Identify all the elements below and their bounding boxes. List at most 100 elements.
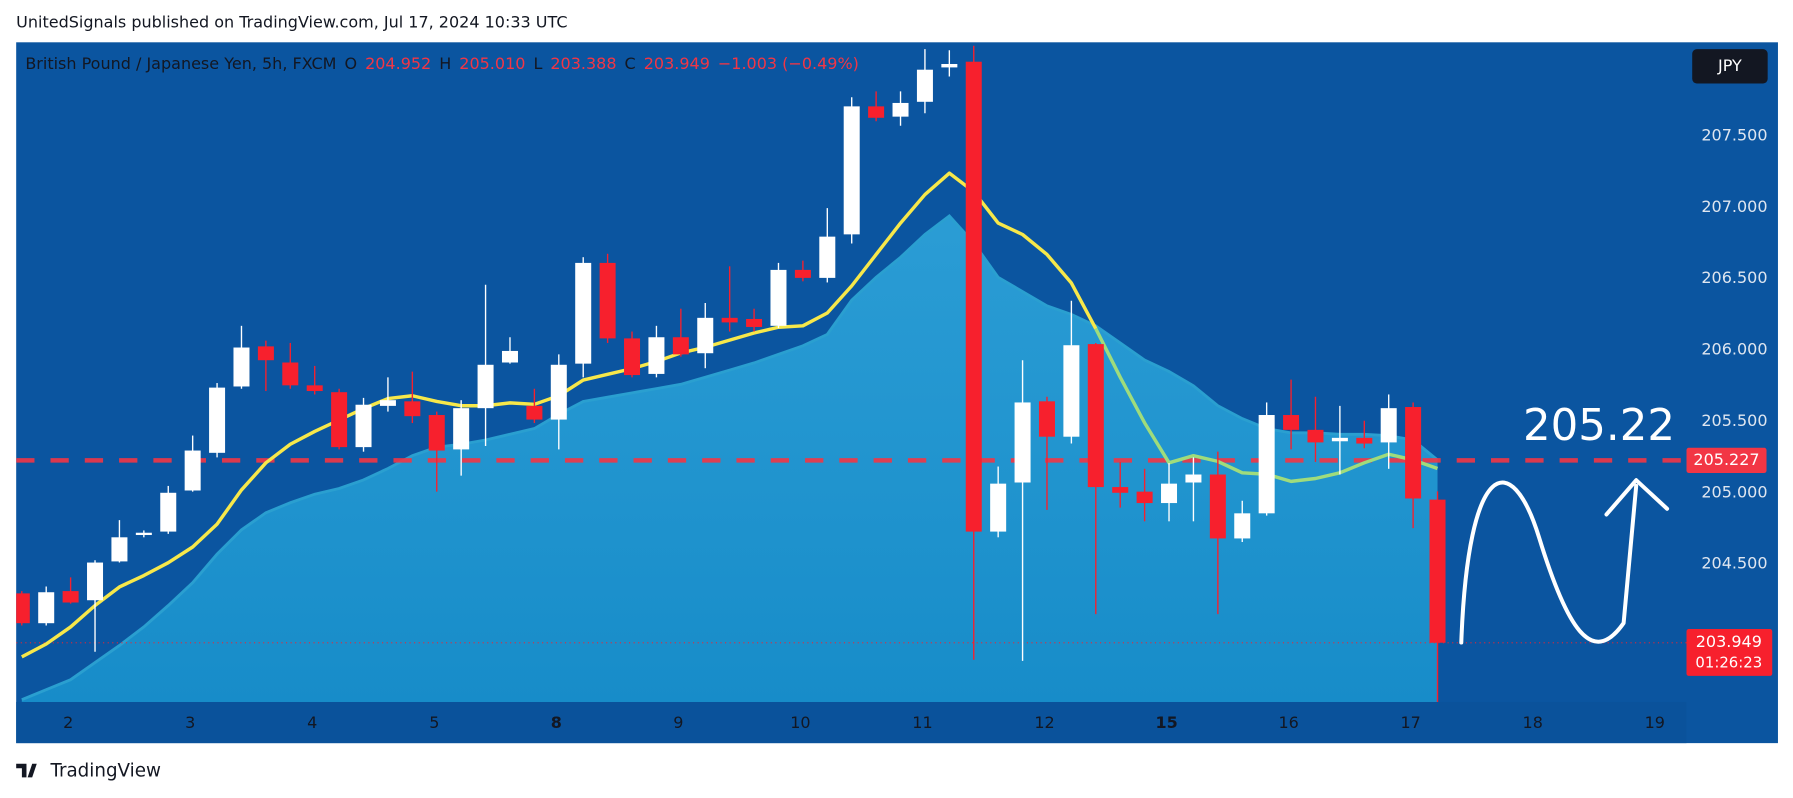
candle-body	[501, 350, 518, 363]
candle-body	[257, 346, 274, 361]
brand-name: TradingView	[49, 761, 161, 782]
candle-body	[648, 337, 665, 374]
candle-body	[404, 401, 421, 417]
last-price-tag	[1686, 629, 1773, 676]
candle-body	[1283, 415, 1300, 430]
candle-body	[697, 317, 714, 354]
candle-body	[1136, 491, 1153, 504]
candle-body	[1112, 487, 1129, 493]
x-tick-label: 10	[790, 713, 810, 732]
currency-label[interactable]: JPY	[1717, 56, 1742, 75]
candle-body	[282, 362, 299, 386]
candle-body	[1038, 401, 1055, 437]
candle-body	[1307, 429, 1324, 443]
ohlc-key: C	[625, 54, 636, 73]
brand-logo	[16, 763, 37, 778]
candle-body	[1380, 408, 1397, 443]
candle-body	[184, 450, 201, 491]
candle-body	[331, 392, 348, 448]
level-tag-label: 205.227	[1693, 450, 1759, 469]
candle-body	[16, 593, 30, 624]
brand: TradingView	[16, 761, 161, 782]
x-tick-label: 4	[307, 713, 317, 732]
ohlc-key: L	[533, 54, 542, 73]
candle-body	[1258, 415, 1275, 514]
candle-body	[379, 400, 396, 406]
x-tick-label: 12	[1034, 713, 1054, 732]
candle-body	[1429, 499, 1446, 643]
symbol-name: British Pound / Japanese Yen, 5h, FXCM	[25, 54, 336, 73]
last-price-label: 203.949	[1696, 632, 1762, 651]
candle-body	[599, 262, 616, 339]
symbol-legend: British Pound / Japanese Yen, 5h, FXCM O…	[25, 54, 867, 73]
candle-body	[990, 483, 1007, 532]
candle-body	[624, 338, 641, 376]
x-tick-label: 5	[429, 713, 439, 732]
hand-drawn-arrow	[1459, 478, 1670, 645]
x-tick-label: 19	[1645, 713, 1665, 732]
candle-body	[672, 337, 689, 355]
y-tick-label: 205.500	[1701, 411, 1767, 430]
candle-body	[1161, 483, 1178, 504]
candle-body	[965, 61, 982, 532]
currency-button[interactable]	[1692, 49, 1768, 84]
candle-body	[868, 106, 885, 118]
ohlc-key: H	[439, 54, 451, 73]
candle-body	[526, 405, 543, 420]
ohlc-value: 203.949	[644, 54, 710, 73]
candle-body	[843, 106, 860, 235]
candle-body	[1356, 437, 1373, 444]
y-tick-label: 204.500	[1701, 554, 1767, 573]
ohlc-value: 203.388	[550, 54, 616, 73]
change-value: −1.003 (−0.49%)	[718, 54, 859, 73]
candle-body	[62, 591, 79, 603]
level-annotation: 205.22	[1523, 401, 1675, 451]
y-tick-label: 206.500	[1701, 268, 1767, 287]
candle-body	[794, 269, 811, 278]
ohlc-key: O	[344, 54, 357, 73]
x-tick-label: 2	[63, 713, 73, 732]
candle-body	[819, 236, 836, 278]
candle-body	[575, 262, 592, 364]
candle-body	[111, 537, 128, 562]
slow-ma-line	[21, 214, 1439, 702]
x-tick-label: 9	[673, 713, 683, 732]
candle-body	[770, 269, 787, 326]
candle-body	[233, 347, 250, 387]
overlay: 204.500 205.000 205.500 206.000 206.500 207.0…	[25, 54, 1773, 732]
candle-body	[746, 318, 763, 327]
candle-body	[1234, 513, 1251, 539]
candle-body	[453, 408, 470, 450]
candle-body	[1209, 474, 1226, 539]
x-tick-label: 18	[1523, 713, 1543, 732]
x-tick-label: 8	[551, 713, 562, 732]
candle-body	[355, 404, 372, 448]
candle-body	[721, 317, 738, 323]
ohlc-value: 204.952	[365, 54, 431, 73]
candle-body	[550, 364, 567, 420]
x-axis-strip	[16, 701, 1687, 744]
x-tick-label: 3	[185, 713, 195, 732]
x-tick-label: 17	[1400, 713, 1420, 732]
candle-body	[1063, 345, 1080, 437]
published-line: UnitedSignals published on TradingView.c…	[16, 12, 567, 31]
y-tick-label: 207.500	[1701, 126, 1767, 145]
slow-ma-area	[21, 215, 1438, 702]
candle-body	[1087, 344, 1104, 488]
countdown-label: 01:26:23	[1695, 653, 1762, 671]
candle-body	[1185, 474, 1202, 483]
candle-body	[916, 69, 933, 102]
candle-body	[160, 492, 177, 532]
candle-body	[306, 385, 323, 392]
candle-body	[477, 364, 494, 409]
y-tick-label: 206.000	[1701, 340, 1767, 359]
candle-body	[209, 387, 226, 453]
x-tick-label: 11	[912, 713, 932, 732]
candle-body	[135, 532, 152, 536]
candle-body	[1405, 407, 1422, 499]
candle-body	[87, 562, 104, 601]
x-tick-label: 15	[1155, 713, 1177, 732]
x-tick-label: 16	[1278, 713, 1298, 732]
y-tick-label: 207.000	[1701, 197, 1767, 216]
